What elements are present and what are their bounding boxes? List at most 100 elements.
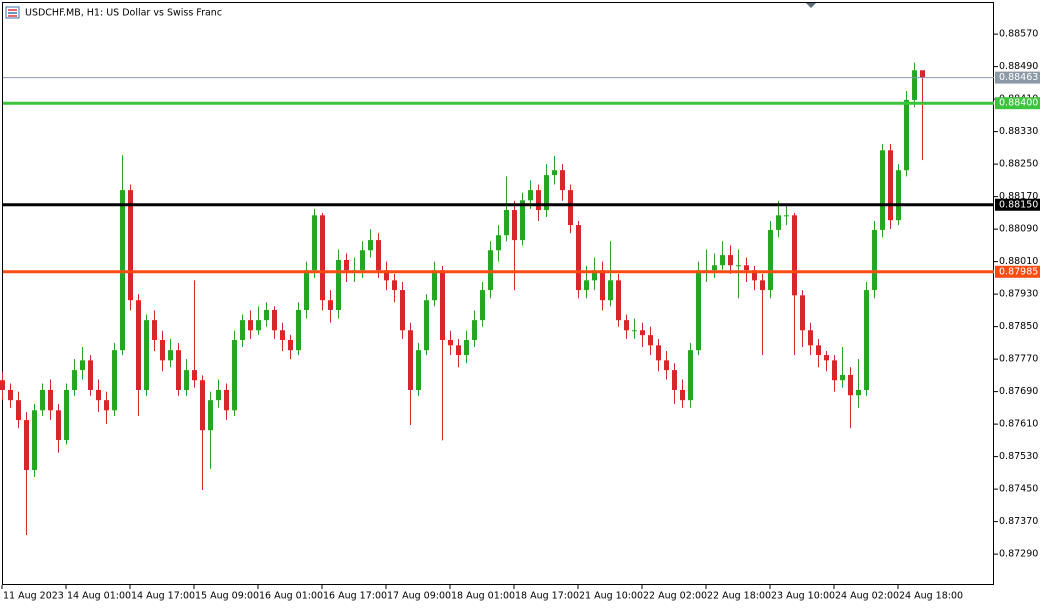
x-tick-label: 14 Aug 17:00 — [131, 591, 195, 602]
candle-body — [224, 390, 229, 411]
candle-body — [560, 170, 565, 191]
y-tick-label: 0.87530 — [999, 451, 1038, 462]
y-tick-label: 0.88330 — [999, 126, 1038, 137]
candle-body — [840, 374, 845, 381]
candle-body — [440, 270, 445, 341]
x-tick-label: 16 Aug 17:00 — [323, 591, 387, 602]
candle-body — [872, 229, 877, 291]
candle-body — [616, 280, 621, 321]
shift-marker — [806, 3, 816, 8]
plot-frame — [2, 2, 994, 585]
candle-body — [720, 255, 725, 266]
price-level-label: 0.88463 — [999, 72, 1038, 83]
candle-body — [728, 255, 733, 266]
candle-body — [328, 300, 333, 310]
candle-body — [896, 170, 901, 221]
candle-body — [536, 190, 541, 211]
price-level-tag — [995, 265, 1040, 278]
candle-body — [824, 355, 829, 361]
candle-body — [552, 170, 557, 176]
candle-body — [472, 320, 477, 341]
candle-body — [184, 370, 189, 390]
candle-body — [808, 330, 813, 346]
candle-body — [200, 380, 205, 431]
candle-body — [528, 190, 533, 201]
candle-body — [376, 240, 381, 271]
candle-body — [232, 340, 237, 411]
x-tick-label: 22 Aug 02:00 — [643, 591, 707, 602]
candle-body — [144, 320, 149, 390]
y-tick-label: 0.88010 — [999, 256, 1038, 267]
y-tick-label: 0.87450 — [999, 484, 1038, 495]
x-tick-label: 24 Aug 02:00 — [835, 591, 899, 602]
candle-body — [16, 400, 21, 421]
candle-body — [168, 350, 173, 361]
price-level-tag — [995, 71, 1040, 84]
price-level-tag — [995, 198, 1040, 211]
candle-body — [408, 330, 413, 390]
x-tick-label: 16 Aug 01:00 — [259, 591, 323, 602]
candle-body — [888, 150, 893, 221]
candle-body — [104, 400, 109, 411]
candle-body — [584, 280, 589, 291]
price-level-label: 0.87985 — [999, 266, 1038, 277]
candle-body — [48, 390, 53, 411]
candle-body — [488, 250, 493, 291]
x-tick-label: 14 Aug 01:00 — [67, 591, 131, 602]
candle-body — [688, 350, 693, 401]
y-tick-label: 0.88090 — [999, 224, 1038, 235]
candle-body — [312, 215, 317, 271]
y-tick-label: 0.87690 — [999, 386, 1038, 397]
x-tick-label: 21 Aug 10:00 — [579, 591, 643, 602]
candle-body — [240, 320, 245, 341]
candle-body — [712, 265, 717, 271]
x-tick-label: 17 Aug 09:00 — [387, 591, 451, 602]
candle-body — [752, 270, 757, 281]
candle-body — [480, 290, 485, 321]
candle-body — [880, 150, 885, 230]
candle-body — [592, 270, 597, 281]
candle-body — [856, 390, 861, 396]
candle-body — [40, 390, 45, 411]
candle-body — [496, 235, 501, 251]
candle-body — [568, 190, 573, 226]
candle-body — [640, 330, 645, 336]
y-tick-label: 0.87930 — [999, 289, 1038, 300]
candle-body — [280, 330, 285, 341]
candle-body — [64, 390, 69, 440]
x-tick-label: 11 Aug 2023 — [3, 591, 64, 602]
y-tick-label: 0.88250 — [999, 159, 1038, 170]
chart-title: USDCHF.MB, H1: US Dollar vs Swiss Franc — [25, 8, 222, 19]
candle-body — [416, 350, 421, 390]
candle-body — [32, 410, 37, 471]
candle-body — [760, 280, 765, 291]
y-tick-label: 0.87770 — [999, 354, 1038, 365]
x-tick-label: 18 Aug 17:00 — [515, 591, 579, 602]
candle-body — [128, 190, 133, 301]
candle-body — [288, 340, 293, 351]
price-level-label: 0.88150 — [999, 199, 1038, 210]
candle-body — [848, 374, 853, 396]
candle-body — [88, 360, 93, 390]
candle-body — [464, 340, 469, 356]
candle-body — [208, 400, 213, 431]
candle-body — [520, 200, 525, 241]
candle-body — [576, 225, 581, 291]
candle-body — [432, 270, 437, 301]
candle-body — [56, 410, 61, 440]
candle-body — [176, 350, 181, 390]
candle-body — [264, 309, 269, 321]
candle-body — [72, 370, 77, 390]
y-tick-label: 0.88490 — [999, 61, 1038, 72]
candle-body — [248, 320, 253, 331]
candle-body — [744, 265, 749, 271]
candle-body — [648, 335, 653, 346]
y-tick-label: 0.87850 — [999, 321, 1038, 332]
candle-body — [8, 390, 13, 401]
candle-body — [24, 420, 29, 471]
candle-body — [0, 380, 5, 390]
candle-body — [256, 320, 261, 331]
